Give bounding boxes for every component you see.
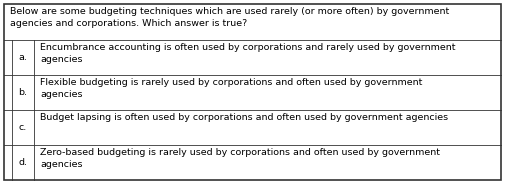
Text: b.: b. xyxy=(19,88,27,97)
Text: d.: d. xyxy=(19,158,27,167)
Text: Below are some budgeting techniques which are used rarely (or more often) by gov: Below are some budgeting techniques whic… xyxy=(10,7,449,29)
Text: Encumbrance accounting is often used by corporations and rarely used by governme: Encumbrance accounting is often used by … xyxy=(40,43,456,64)
Text: Budget lapsing is often used by corporations and often used by government agenci: Budget lapsing is often used by corporat… xyxy=(40,113,448,122)
Text: c.: c. xyxy=(19,123,27,132)
Text: a.: a. xyxy=(19,53,27,62)
Text: Zero-based budgeting is rarely used by corporations and often used by government: Zero-based budgeting is rarely used by c… xyxy=(40,148,440,169)
Text: Flexible budgeting is rarely used by corporations and often used by government
a: Flexible budgeting is rarely used by cor… xyxy=(40,78,422,99)
